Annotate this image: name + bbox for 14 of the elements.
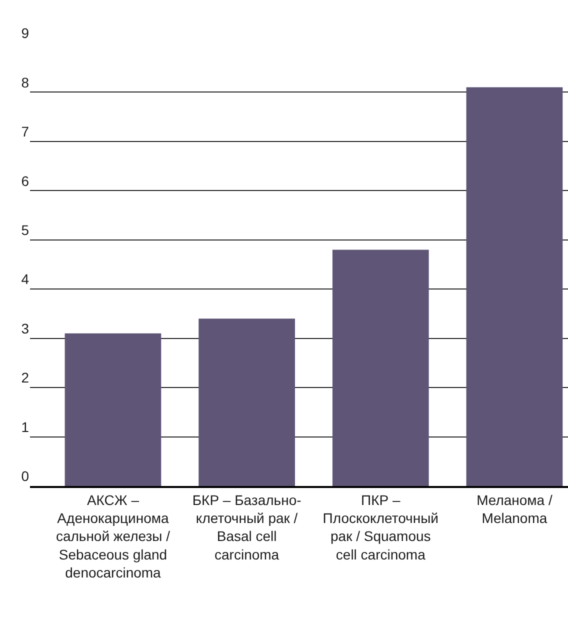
y-tick-label: 7: [21, 124, 30, 140]
y-tick-label: 8: [21, 74, 30, 90]
y-tick-label: 0: [21, 468, 30, 484]
y-tick-label: 9: [21, 25, 30, 42]
x-tick-label: БКР – Базально-клеточный рак / Basal cell carcinoma: [192, 492, 302, 562]
x-tick-label: АКСЖ – Аденокарцинома сальной железы / Sebaceous gland denocarcinoma: [56, 492, 170, 581]
y-tick-label: 3: [21, 320, 30, 336]
y-tick-label: 6: [21, 172, 30, 189]
y-tick-label: 1: [21, 418, 30, 435]
y-tick-label: 2: [21, 370, 30, 386]
y-tick-label: 5: [21, 222, 30, 238]
x-tick-label: ПКР – Плоскоклеточный рак / Squamous cell carcinoma: [322, 492, 438, 562]
x-tick-label: Меланома / Melanoma: [476, 492, 552, 526]
y-tick-label: 4: [21, 271, 30, 288]
